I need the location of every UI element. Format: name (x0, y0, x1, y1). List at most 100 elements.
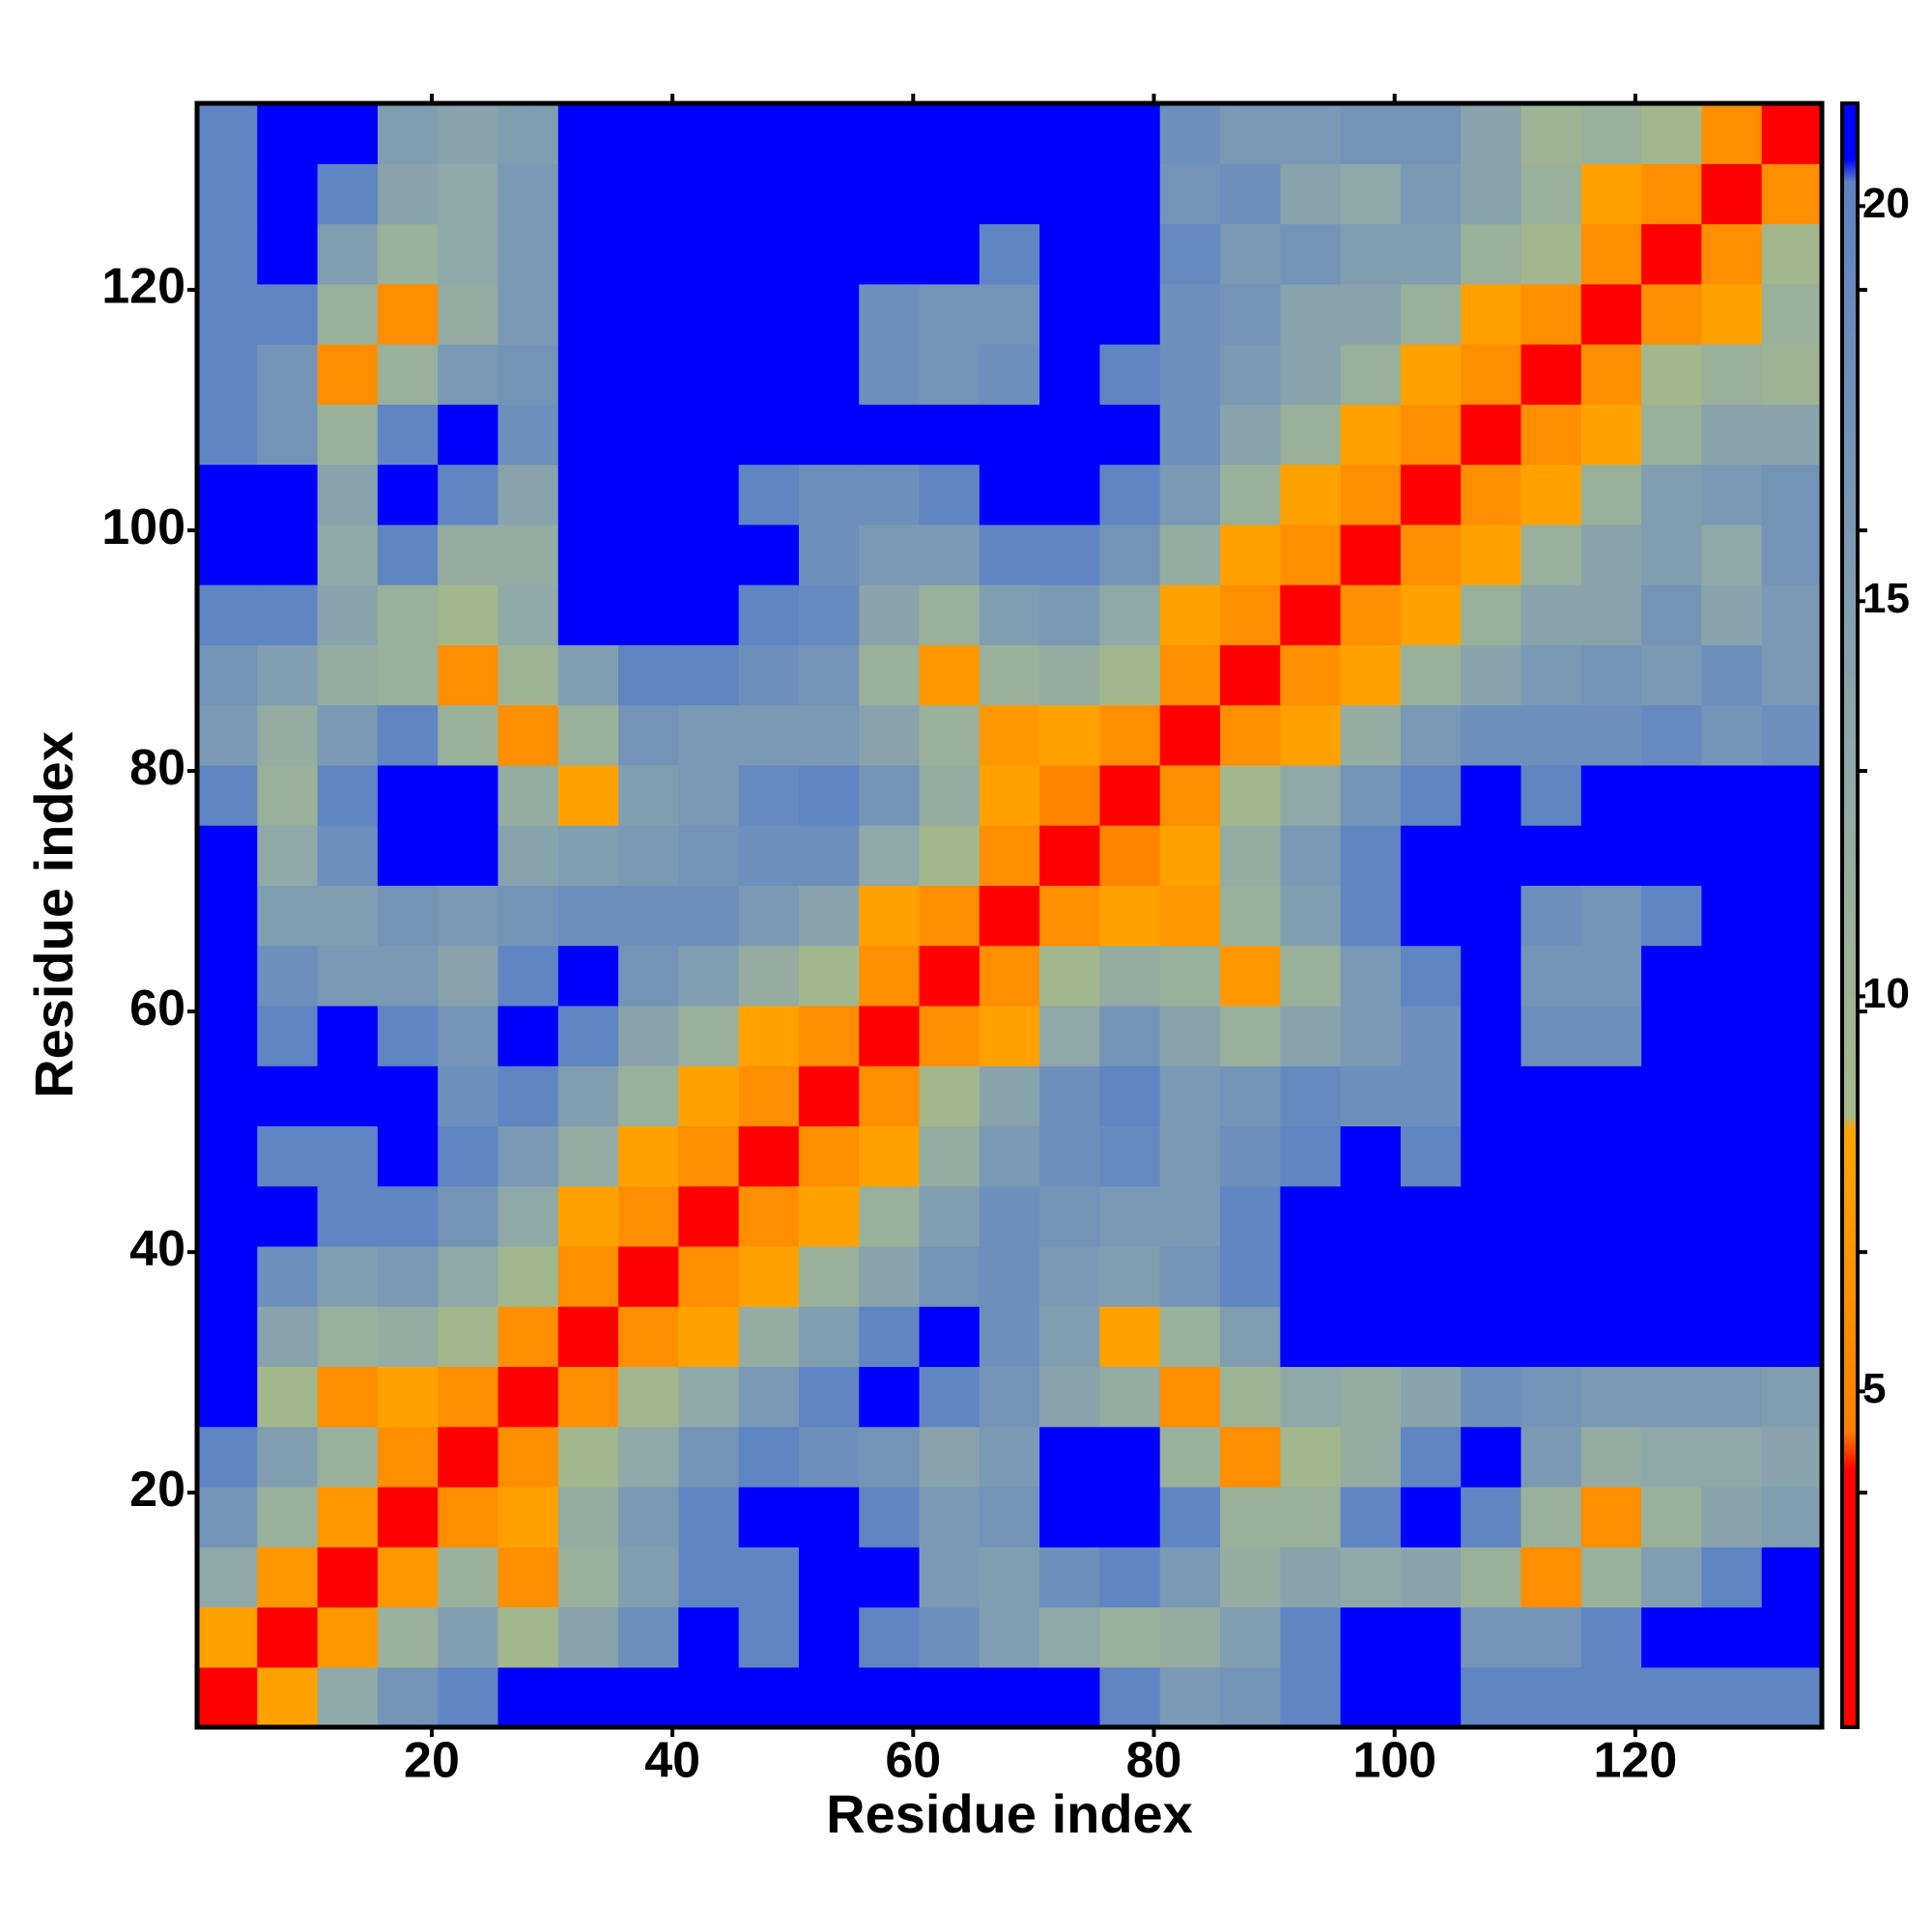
heatmap-cell (1400, 825, 1462, 886)
heatmap-cell (1580, 1366, 1642, 1428)
heatmap-cell (257, 584, 319, 645)
heatmap-cell (1340, 1306, 1402, 1368)
heatmap-cell (377, 1065, 439, 1127)
heatmap-cell (618, 1666, 679, 1728)
heatmap-cell (377, 1125, 439, 1187)
heatmap-cell (979, 885, 1040, 947)
heatmap-cell (317, 644, 379, 706)
heatmap-cell (1159, 1306, 1221, 1368)
heatmap-cell (1580, 1005, 1642, 1066)
heatmap-cell (438, 1306, 499, 1368)
heatmap-cell (317, 1245, 379, 1307)
heatmap-cell (497, 1606, 559, 1668)
heatmap-cell (1340, 1185, 1402, 1247)
heatmap-cell (1461, 644, 1522, 706)
heatmap-cell (1099, 825, 1161, 886)
heatmap-cell (1159, 103, 1221, 164)
heatmap-cell (1400, 1666, 1462, 1728)
heatmap-cell (859, 283, 921, 345)
heatmap-cell (798, 163, 860, 225)
heatmap-cell (1280, 885, 1342, 947)
heatmap-cell (1701, 1486, 1763, 1548)
heatmap-cell (1099, 1185, 1161, 1247)
y-tick-label: 60 (129, 980, 185, 1037)
heatmap-cell (1520, 464, 1582, 526)
heatmap-cell (798, 1366, 860, 1428)
heatmap-cell (738, 825, 800, 886)
heatmap-cell (1461, 1005, 1522, 1066)
heatmap-cell (317, 283, 379, 345)
heatmap-cell (1400, 1306, 1462, 1368)
heatmap-cell (919, 885, 980, 947)
heatmap-cell (1280, 1185, 1342, 1247)
heatmap-cell (257, 704, 319, 766)
heatmap-cells (197, 103, 1823, 1728)
heatmap-cell (1400, 1005, 1462, 1066)
heatmap-cell (738, 1426, 800, 1488)
heatmap-cell (1220, 1666, 1281, 1728)
heatmap-cell (1520, 1366, 1582, 1428)
heatmap-cell (1580, 1486, 1642, 1548)
heatmap-cell (1701, 404, 1763, 466)
heatmap-cell (557, 464, 619, 526)
heatmap-cell (738, 1366, 800, 1428)
heatmap-cell (1761, 1366, 1823, 1428)
heatmap-cell (1340, 223, 1402, 285)
heatmap-cell (317, 344, 379, 405)
heatmap-cell (618, 1005, 679, 1066)
heatmap-cell (497, 764, 559, 826)
heatmap-cell (1159, 644, 1221, 706)
heatmap-cell (798, 1065, 860, 1127)
heatmap-cell (557, 644, 619, 706)
heatmap-cell (1220, 1426, 1281, 1488)
heatmap-cell (317, 1125, 379, 1187)
heatmap-cell (1461, 825, 1522, 886)
y-tick-label: 80 (129, 740, 185, 796)
heatmap-cell (1580, 1606, 1642, 1668)
heatmap-cell (678, 644, 740, 706)
y-axis-label: Residue index (23, 731, 84, 1098)
heatmap-cell (1400, 584, 1462, 645)
heatmap-cell (377, 223, 439, 285)
heatmap-cell (438, 464, 499, 526)
heatmap-cell (1220, 1005, 1281, 1066)
heatmap-cell (438, 1666, 499, 1728)
heatmap-cell (1400, 404, 1462, 466)
heatmap-cell (678, 464, 740, 526)
heatmap-cell (1159, 885, 1221, 947)
heatmap-cell (1340, 1005, 1402, 1066)
heatmap-cell (1701, 1606, 1763, 1668)
heatmap-cell (197, 945, 258, 1007)
heatmap-cell (919, 1366, 980, 1428)
heatmap-cell (377, 1005, 439, 1066)
heatmap-cell (1400, 1426, 1462, 1488)
heatmap-cell (859, 1005, 921, 1066)
heatmap-cell (557, 764, 619, 826)
heatmap-cell (979, 825, 1040, 886)
heatmap-cell (438, 1426, 499, 1488)
heatmap-cell (618, 103, 679, 164)
heatmap-cell (497, 223, 559, 285)
heatmap-cell (438, 1486, 499, 1548)
heatmap-cell (1520, 1005, 1582, 1066)
heatmap-cell (1701, 1666, 1763, 1728)
heatmap-cell (1099, 1005, 1161, 1066)
heatmap-cell (1641, 764, 1703, 826)
heatmap-cell (497, 584, 559, 645)
heatmap-cell (1641, 584, 1703, 645)
heatmap-cell (1520, 283, 1582, 345)
heatmap-cell (618, 584, 679, 645)
heatmap-cell (798, 1125, 860, 1187)
heatmap-cell (1039, 1065, 1101, 1127)
heatmap-cell (738, 1005, 800, 1066)
heatmap-cell (738, 1125, 800, 1187)
heatmap-cell (1580, 1125, 1642, 1187)
heatmap-cell (1159, 464, 1221, 526)
heatmap-cell (1039, 945, 1101, 1007)
x-tick-label: 80 (1126, 1733, 1182, 1789)
heatmap-cell (197, 223, 258, 285)
heatmap-cell (197, 1486, 258, 1548)
heatmap-cell (1580, 464, 1642, 526)
heatmap-cell (1280, 1245, 1342, 1307)
heatmap-cell (1159, 524, 1221, 585)
